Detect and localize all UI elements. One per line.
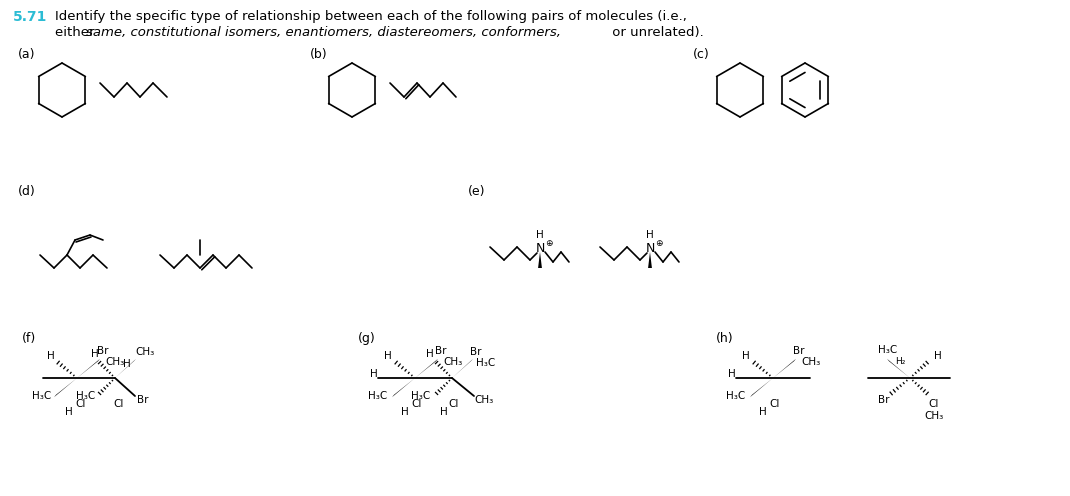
Polygon shape <box>77 359 100 378</box>
Text: either: either <box>55 26 98 39</box>
Text: H: H <box>370 369 378 379</box>
Text: H: H <box>536 230 544 240</box>
Text: Cl: Cl <box>448 399 458 409</box>
Text: H₃C: H₃C <box>476 358 495 368</box>
Text: (b): (b) <box>310 48 327 61</box>
Text: same, constitutional isomers, enantiomers, diastereomers, conformers,: same, constitutional isomers, enantiomer… <box>86 26 561 39</box>
Text: CH₃: CH₃ <box>443 357 462 367</box>
Text: H: H <box>123 359 131 369</box>
Text: (h): (h) <box>716 332 734 345</box>
Text: CH₃: CH₃ <box>105 357 124 367</box>
Text: CH₃: CH₃ <box>924 411 944 421</box>
Text: 5.71: 5.71 <box>13 10 47 24</box>
Text: (e): (e) <box>468 185 486 198</box>
Text: H: H <box>934 351 942 361</box>
Text: H: H <box>47 351 55 361</box>
Text: Cl: Cl <box>411 399 422 409</box>
Polygon shape <box>648 252 652 268</box>
Text: Cl: Cl <box>75 399 86 409</box>
Text: Identify the specific type of relationship between each of the following pairs o: Identify the specific type of relationsh… <box>55 10 687 23</box>
Text: H: H <box>759 407 767 417</box>
Text: (f): (f) <box>22 332 36 345</box>
Text: H₃C: H₃C <box>76 391 95 401</box>
Text: ⊕: ⊕ <box>655 240 662 248</box>
Text: Br: Br <box>97 346 108 356</box>
Text: N: N <box>535 242 545 254</box>
Polygon shape <box>452 359 473 378</box>
Text: Br: Br <box>470 347 482 357</box>
Text: H: H <box>401 407 409 417</box>
Text: H: H <box>728 369 736 379</box>
Polygon shape <box>392 378 415 397</box>
Text: (g): (g) <box>358 332 376 345</box>
Text: H₃C: H₃C <box>32 391 51 401</box>
Text: H₃C: H₃C <box>411 391 430 401</box>
Text: H₂: H₂ <box>895 358 905 367</box>
Text: H: H <box>384 351 392 361</box>
Text: ⊕: ⊕ <box>546 240 553 248</box>
Text: (d): (d) <box>18 185 35 198</box>
Text: H: H <box>440 407 448 417</box>
Text: or unrelated).: or unrelated). <box>608 26 704 39</box>
Polygon shape <box>773 359 796 378</box>
Text: Br: Br <box>878 395 890 405</box>
Text: N: N <box>645 242 655 254</box>
Polygon shape <box>887 359 910 378</box>
Text: CH₃: CH₃ <box>474 395 493 405</box>
Text: H₃C: H₃C <box>878 345 898 355</box>
Text: CH₃: CH₃ <box>135 347 154 357</box>
Text: H₃C: H₃C <box>368 391 387 401</box>
Text: Br: Br <box>793 346 805 356</box>
Text: Cl: Cl <box>113 399 123 409</box>
Text: Cl: Cl <box>928 399 938 409</box>
Text: (a): (a) <box>18 48 35 61</box>
Text: H: H <box>426 349 433 359</box>
Text: H: H <box>743 351 750 361</box>
Text: H₃C: H₃C <box>725 391 745 401</box>
Text: H: H <box>646 230 654 240</box>
Text: H: H <box>91 349 98 359</box>
Text: Br: Br <box>137 395 149 405</box>
Text: CH₃: CH₃ <box>801 357 821 367</box>
Polygon shape <box>114 359 136 378</box>
Polygon shape <box>538 252 541 268</box>
Text: (c): (c) <box>693 48 709 61</box>
Text: Cl: Cl <box>769 399 779 409</box>
Polygon shape <box>54 378 77 397</box>
Text: Br: Br <box>435 346 446 356</box>
Text: H: H <box>65 407 73 417</box>
Polygon shape <box>415 359 438 378</box>
Polygon shape <box>750 378 773 397</box>
